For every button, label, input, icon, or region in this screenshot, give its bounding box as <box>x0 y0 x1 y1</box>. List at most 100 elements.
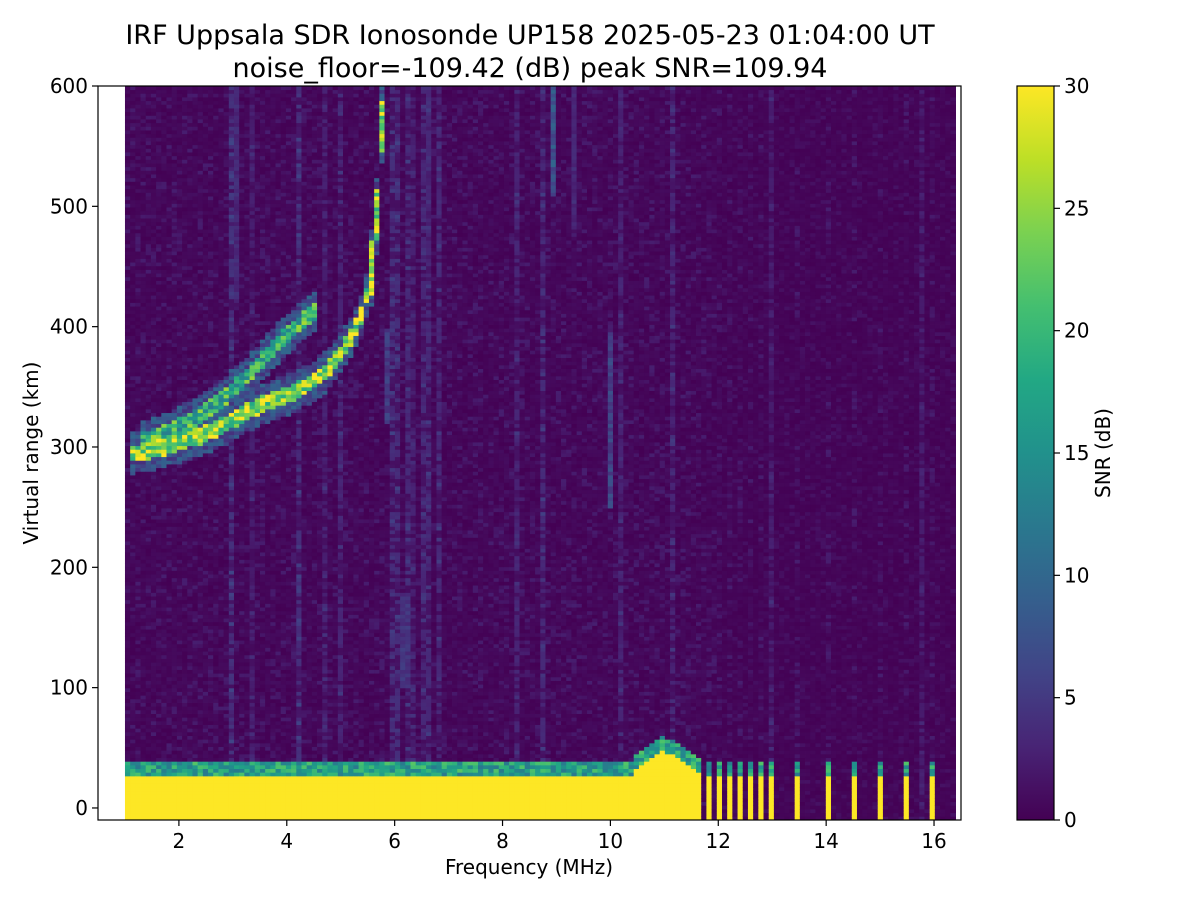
heatmap-cell <box>234 405 240 409</box>
heatmap-cell <box>125 325 131 329</box>
heatmap-cell <box>151 809 157 813</box>
heatmap-cell <box>172 725 178 729</box>
heatmap-cell <box>135 501 141 505</box>
heatmap-cell <box>187 292 193 296</box>
heatmap-cell <box>161 273 167 277</box>
heatmap-cell <box>151 721 157 725</box>
heatmap-cell <box>135 783 141 787</box>
heatmap-cell <box>130 794 136 798</box>
heatmap-cell <box>187 464 193 468</box>
heatmap-cell <box>146 438 152 442</box>
heatmap-cell <box>187 794 193 798</box>
heatmap-cell <box>244 222 250 226</box>
heatmap-cell <box>244 108 250 112</box>
heatmap-cell <box>141 170 147 174</box>
heatmap-cell <box>229 717 235 721</box>
heatmap-cell <box>130 424 136 428</box>
heatmap-cell <box>177 754 183 758</box>
heatmap-cell <box>224 747 230 751</box>
heatmap-cell <box>198 174 204 178</box>
heatmap-cell <box>172 739 178 743</box>
heatmap-cell <box>167 504 173 508</box>
heatmap-cell <box>156 189 162 193</box>
heatmap-cell <box>208 519 214 523</box>
heatmap-cell <box>224 673 230 677</box>
heatmap-cell <box>141 706 147 710</box>
heatmap-cell <box>172 101 178 105</box>
heatmap-cell <box>192 453 198 457</box>
heatmap-cell <box>244 479 250 483</box>
heatmap-cell <box>182 570 188 574</box>
heatmap-cell <box>229 251 235 255</box>
heatmap-cell <box>244 600 250 604</box>
heatmap-cell <box>182 625 188 629</box>
heatmap-cell <box>146 247 152 251</box>
heatmap-cell <box>224 211 230 215</box>
heatmap-cell <box>224 192 230 196</box>
heatmap-cell <box>244 86 250 90</box>
heatmap-cell <box>192 196 198 200</box>
heatmap-cell <box>244 233 250 237</box>
heatmap-cell <box>250 288 256 292</box>
heatmap-cell <box>156 464 162 468</box>
heatmap-cell <box>156 486 162 490</box>
heatmap-cell <box>135 589 141 593</box>
heatmap-cell <box>177 438 183 442</box>
heatmap-cell <box>234 123 240 127</box>
heatmap-cell <box>125 321 131 325</box>
heatmap-cell <box>218 633 224 637</box>
heatmap-cell <box>192 681 198 685</box>
heatmap-cell <box>151 380 157 384</box>
heatmap-cell <box>130 214 136 218</box>
heatmap-cell <box>203 802 209 806</box>
heatmap-cell <box>156 681 162 685</box>
heatmap-cell <box>135 607 141 611</box>
heatmap-cell <box>167 387 173 391</box>
heatmap-cell <box>177 493 183 497</box>
heatmap-cell <box>198 556 204 560</box>
heatmap-cell <box>167 732 173 736</box>
heatmap-cell <box>161 314 167 318</box>
heatmap-cell <box>213 347 219 351</box>
heatmap-cell <box>224 376 230 380</box>
heatmap-cell <box>135 424 141 428</box>
heatmap-cell <box>172 625 178 629</box>
heatmap-cell <box>182 607 188 611</box>
heatmap-cell <box>203 747 209 751</box>
heatmap-cell <box>208 134 214 138</box>
heatmap-cell <box>187 475 193 479</box>
heatmap-cell <box>229 218 235 222</box>
heatmap-cell <box>218 123 224 127</box>
heatmap-cell <box>203 585 209 589</box>
heatmap-cell <box>177 130 183 134</box>
heatmap-cell <box>229 270 235 274</box>
heatmap-cell <box>208 178 214 182</box>
heatmap-cell <box>198 512 204 516</box>
heatmap-cell <box>187 537 193 541</box>
heatmap-cell <box>224 710 230 714</box>
heatmap-cell <box>224 651 230 655</box>
heatmap-cell <box>213 530 219 534</box>
heatmap-cell <box>156 328 162 332</box>
heatmap-cell <box>130 200 136 204</box>
heatmap-cell <box>250 490 256 494</box>
heatmap-cell <box>234 556 240 560</box>
heatmap-cell <box>239 383 245 387</box>
heatmap-cell <box>130 420 136 424</box>
heatmap-cell <box>187 174 193 178</box>
heatmap-cell <box>187 769 193 773</box>
heatmap-cell <box>250 725 256 729</box>
heatmap-cell <box>177 427 183 431</box>
heatmap-cell <box>192 167 198 171</box>
heatmap-cell <box>146 332 152 336</box>
heatmap-cell <box>141 424 147 428</box>
heatmap-cell <box>250 791 256 795</box>
heatmap-cell <box>213 101 219 105</box>
heatmap-cell <box>167 314 173 318</box>
heatmap-cell <box>156 281 162 285</box>
heatmap-cell <box>141 409 147 413</box>
heatmap-cell <box>208 618 214 622</box>
heatmap-cell <box>151 457 157 461</box>
heatmap-cell <box>125 310 131 314</box>
heatmap-cell <box>203 299 209 303</box>
